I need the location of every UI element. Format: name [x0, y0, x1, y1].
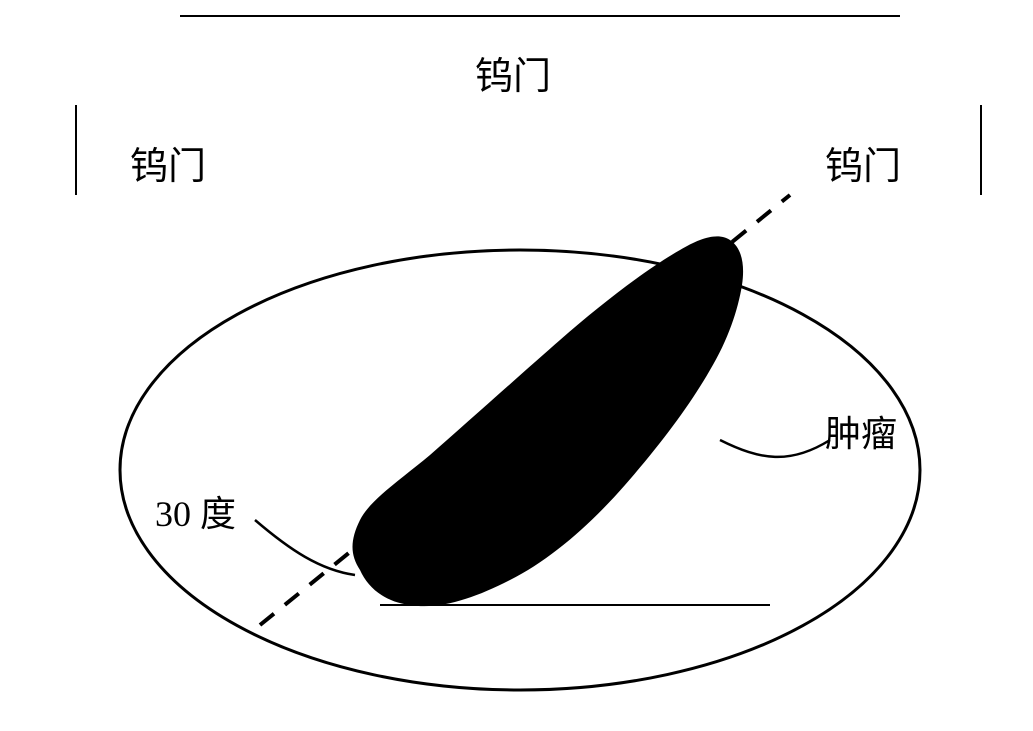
tumor-shape	[353, 236, 744, 606]
angle-leader	[255, 520, 355, 575]
diagram-svg	[0, 0, 1033, 731]
tumor-leader	[720, 440, 830, 457]
